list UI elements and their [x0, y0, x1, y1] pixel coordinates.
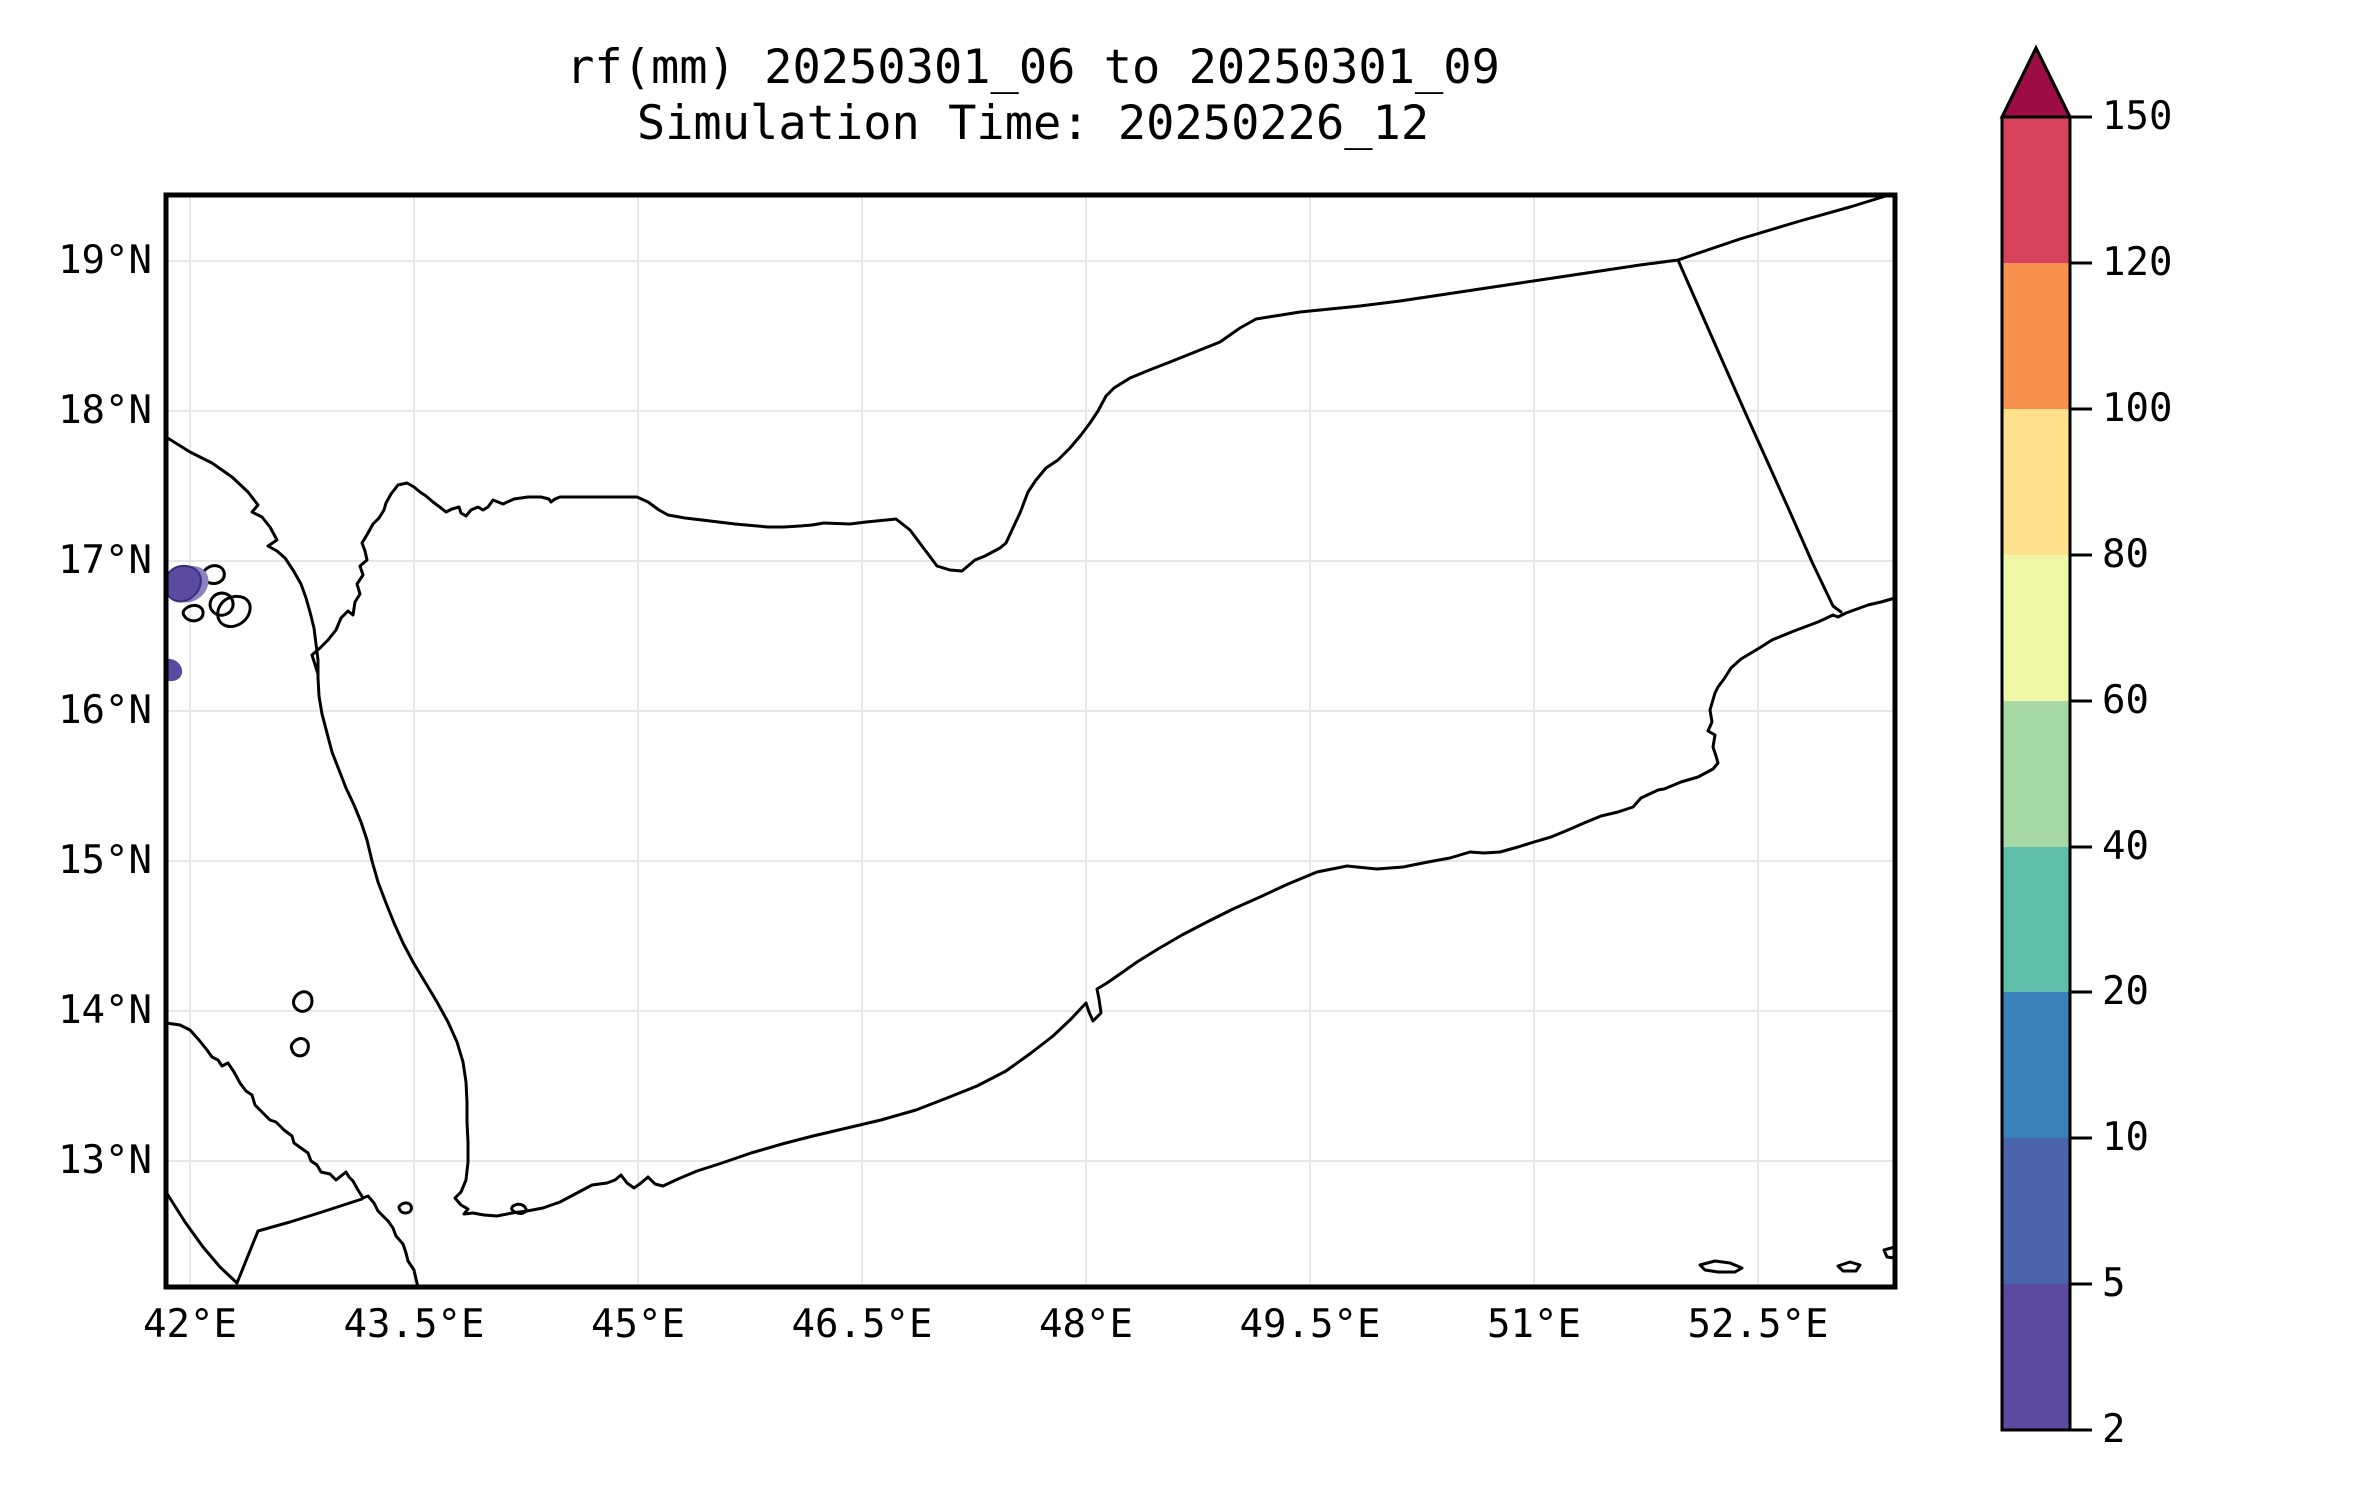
- x-tick-48e: 48°E: [1039, 1302, 1133, 1347]
- x-tick-45e: 45°E: [591, 1302, 685, 1347]
- cb-tick-60: 60: [2102, 678, 2149, 723]
- colorbar-outline: [2000, 44, 2072, 1432]
- colorbar-segments: [2002, 117, 2070, 1430]
- cb-tick-120: 120: [2102, 240, 2173, 285]
- y-tick-16n: 16°N: [58, 688, 152, 733]
- y-tick-17n: 17°N: [58, 538, 152, 583]
- island-perim: [397, 1201, 413, 1215]
- cb-seg-120-150: [2002, 117, 2070, 263]
- title-line-1: rf(mm) 20250301_06 to 20250301_09: [566, 40, 1500, 95]
- coastline-arabia: [164, 435, 1897, 1218]
- x-tick-46-5e: 46.5°E: [791, 1302, 933, 1347]
- cb-seg-100-120: [2002, 263, 2070, 409]
- x-tick-42e: 42°E: [143, 1302, 237, 1347]
- cb-seg-40-60: [2002, 701, 2070, 847]
- x-tick-43-5e: 43.5°E: [343, 1302, 485, 1347]
- cb-seg-20-40: [2002, 847, 2070, 992]
- border-yemen-oman: [1676, 258, 1843, 614]
- rain-patch-small: [167, 658, 183, 682]
- map-frame: [163, 192, 1898, 1290]
- border-africa-1: [235, 1197, 364, 1285]
- cb-seg-60-80: [2002, 555, 2070, 701]
- x-tick-49-5e: 49.5°E: [1239, 1302, 1381, 1347]
- cb-seg-10-20: [2002, 992, 2070, 1138]
- cb-tick-5: 5: [2102, 1261, 2126, 1306]
- coastlines: [164, 193, 1897, 1289]
- border-africa-2: [164, 1190, 239, 1285]
- cb-tick-2: 2: [2102, 1407, 2126, 1452]
- cb-tick-80: 80: [2102, 532, 2149, 577]
- x-tick-51e: 51°E: [1487, 1302, 1581, 1347]
- cb-seg-5-10: [2002, 1138, 2070, 1284]
- border-yemen-saudi: [310, 258, 1680, 676]
- islands-farasan: [181, 564, 252, 628]
- graticule: [166, 195, 1895, 1287]
- colorbar: [1999, 44, 2092, 1432]
- cb-tick-40: 40: [2102, 824, 2149, 869]
- cb-tick-100: 100: [2102, 386, 2173, 431]
- title-line-2: Simulation Time: 20250226_12: [636, 96, 1430, 151]
- cb-seg-2-5: [2002, 1284, 2070, 1430]
- y-tick-19n: 19°N: [58, 238, 152, 283]
- cb-seg-80-100: [2002, 409, 2070, 555]
- cb-tick-20: 20: [2102, 969, 2149, 1014]
- rainfall-patches: [163, 564, 209, 682]
- border-saudi-oman: [1676, 193, 1891, 262]
- y-tick-15n: 15°N: [58, 838, 152, 883]
- y-tick-13n: 13°N: [58, 1138, 152, 1183]
- cb-tick-150: 150: [2102, 94, 2173, 139]
- plot-title: rf(mm) 20250301_06 to 20250301_09 Simula…: [566, 40, 1500, 152]
- cb-tick-10: 10: [2102, 1115, 2149, 1160]
- islands-hanish: [289, 990, 314, 1058]
- islands-southeast: [1698, 1245, 1897, 1274]
- colorbar-over-arrow: [1999, 44, 2073, 119]
- coastal-lagoon: [510, 1202, 528, 1215]
- coastline-africa: [164, 1021, 420, 1289]
- y-tick-14n: 14°N: [58, 988, 152, 1033]
- x-tick-52-5e: 52.5°E: [1687, 1302, 1829, 1347]
- colorbar-ticks: [2070, 115, 2092, 1432]
- y-tick-18n: 18°N: [58, 388, 152, 433]
